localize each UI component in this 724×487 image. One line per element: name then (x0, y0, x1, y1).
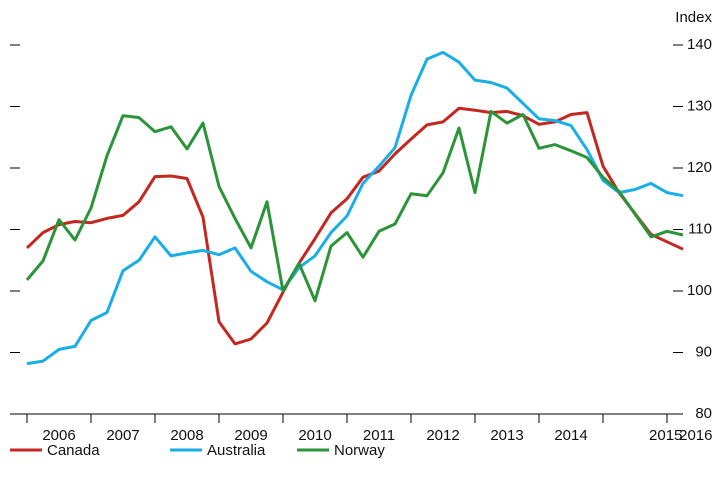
x-tick-label: 2006 (42, 427, 75, 444)
x-tick-label: 2007 (106, 427, 139, 444)
legend-label: Norway (334, 442, 385, 459)
series-line (25, 109, 684, 303)
x-tick-label: 2014 (554, 427, 587, 444)
y-tick-label: 80 (695, 405, 712, 422)
x-tick-label: 2012 (426, 427, 459, 444)
series-line (25, 106, 684, 346)
legend-label: Australia (207, 442, 266, 459)
y-tick-label: 90 (695, 343, 712, 360)
y-axis-label: Index (675, 9, 712, 26)
y-tick-label: 130 (687, 97, 712, 114)
x-tick-label: 2016 (679, 427, 712, 444)
x-tick-label: 2015 (649, 427, 682, 444)
series-line (26, 50, 684, 366)
legend-label: Canada (47, 442, 100, 459)
y-tick-label: 100 (687, 282, 712, 299)
x-tick-label: 2011 (363, 427, 395, 444)
x-tick-label: 2010 (298, 427, 331, 444)
y-tick-label: 110 (688, 220, 712, 237)
y-tick-label: 140 (687, 36, 712, 53)
x-tick-label: 2008 (170, 427, 203, 444)
x-tick-label: 2013 (490, 427, 523, 444)
x-tick-label: 2009 (234, 427, 267, 444)
y-tick-label: 120 (687, 159, 712, 176)
